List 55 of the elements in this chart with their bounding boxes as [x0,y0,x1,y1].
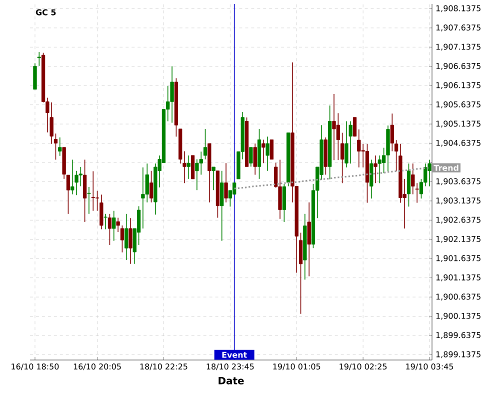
candlestick [82,159,87,222]
candlestick [70,159,74,195]
candlestick [340,132,344,184]
candlestick [370,159,374,199]
candlestick [108,214,112,246]
candlestick [282,184,286,222]
candlestick [37,52,41,66]
candlestick [394,140,398,172]
candlestick [336,112,340,160]
candlestick [149,170,154,203]
candlestick [104,214,108,230]
candlestick [344,120,348,168]
candlestick [220,170,224,242]
candlestick [141,166,145,229]
candlestick [332,94,336,160]
candlestick [91,170,95,212]
candlestick [357,128,361,168]
candlestick [100,194,104,230]
candlestick [232,182,236,195]
candlestick [50,102,54,144]
candlestick [253,143,257,176]
candlestick [374,155,378,184]
candlestick [249,146,253,168]
candlestick [428,159,432,187]
x-axis-title: Date [218,377,244,384]
candlestick [352,117,357,138]
candlestick [212,166,216,190]
candlestick [186,155,190,180]
candlestick [266,136,270,172]
candlestick [270,139,274,160]
candlestick [262,139,266,164]
candlestick [348,120,352,164]
candlestick [33,62,37,90]
candlestick [378,155,382,184]
candlestick [54,133,58,160]
candlestick [112,210,116,242]
candlestick [95,190,100,212]
candlestick [224,162,228,203]
candlestick [298,232,303,314]
candlestick [307,202,311,277]
candlestick [182,150,186,184]
candlestick [116,217,120,232]
candlestick [78,166,82,187]
candlestick [66,174,70,214]
candlestick [203,128,208,160]
candlestick [124,214,128,260]
candlestick [278,159,282,220]
candlestick [190,155,195,180]
candlestick [120,225,124,253]
candlestick [390,113,394,152]
candlestick [87,186,91,214]
candlestick [58,136,62,156]
candlestick [170,66,174,124]
candlestick [128,218,132,264]
candlestick [406,163,411,207]
